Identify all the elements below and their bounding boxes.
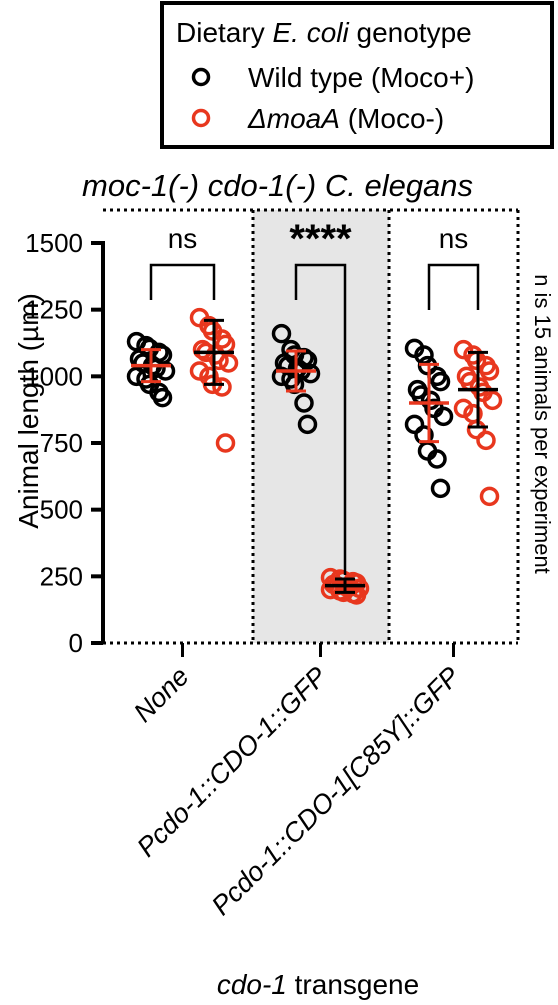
data-point <box>212 377 232 397</box>
data-point <box>320 579 341 600</box>
y-axis-label: Animal length (µm) <box>13 293 44 529</box>
category-label: None <box>128 661 195 728</box>
y-tick-label: 250 <box>40 561 83 591</box>
category-label: Pcdo-1::CDO-1[C85Y]::GFP <box>206 661 466 921</box>
comparison-bracket <box>294 263 347 575</box>
data-point <box>152 387 173 408</box>
comparison-bracket <box>149 263 216 300</box>
side-note: n is 15 animals per experiment <box>530 274 555 574</box>
data-point <box>297 414 318 435</box>
legend-marker-wildtype <box>191 67 211 87</box>
legend-label-wildtype: Wild type (Moco+) <box>248 62 474 93</box>
data-point <box>479 361 500 381</box>
legend-box <box>160 1 554 149</box>
legend: Dietary E. coli genotype Wild type (Moco… <box>160 1 554 149</box>
y-tick-label: 1500 <box>25 228 83 258</box>
significance-label: ns <box>439 223 469 254</box>
data-marks: ns **** ns <box>126 217 503 605</box>
data-point <box>479 486 500 507</box>
shaded-panel <box>253 210 389 643</box>
y-tick-label: 1250 <box>25 295 83 325</box>
data-point <box>427 449 447 469</box>
data-point <box>294 393 314 413</box>
data-point <box>218 353 239 373</box>
x-axis-label: cdo-1 transgene <box>217 969 419 1000</box>
chart-title: moc-1(-) cdo-1(-) C. elegans <box>82 168 473 203</box>
data-point <box>155 361 176 381</box>
y-axis: 0 250 500 750 1000 1250 1500 <box>25 228 455 658</box>
significance-label: **** <box>289 217 352 261</box>
significance-label: ns <box>168 223 198 254</box>
legend-marker-moaa <box>191 108 211 128</box>
data-point <box>271 323 292 344</box>
data-point <box>300 363 321 384</box>
data-point <box>404 414 425 435</box>
y-tick-label: 750 <box>40 428 83 458</box>
y-tick-label: 500 <box>40 495 83 525</box>
panel-frame <box>103 208 520 645</box>
data-point <box>453 398 474 419</box>
comparison-bracket <box>427 263 480 310</box>
data-point <box>482 390 503 411</box>
data-point <box>146 358 166 379</box>
data-point <box>453 339 474 360</box>
data-point <box>215 433 236 453</box>
y-tick-label: 1000 <box>25 361 83 391</box>
legend-label-moaa: ΔmoaA (Moco-) <box>247 103 444 134</box>
data-point <box>433 406 454 427</box>
data-point <box>189 361 210 381</box>
data-point <box>430 478 451 499</box>
legend-title: Dietary E. coli genotype <box>176 17 472 48</box>
data-point <box>476 430 496 451</box>
y-tick-label: 0 <box>69 628 83 658</box>
data-point <box>430 371 451 392</box>
category-labels: NonePcdo-1::CDO-1::GFPPcdo-1::CDO-1[C85Y… <box>128 661 466 921</box>
